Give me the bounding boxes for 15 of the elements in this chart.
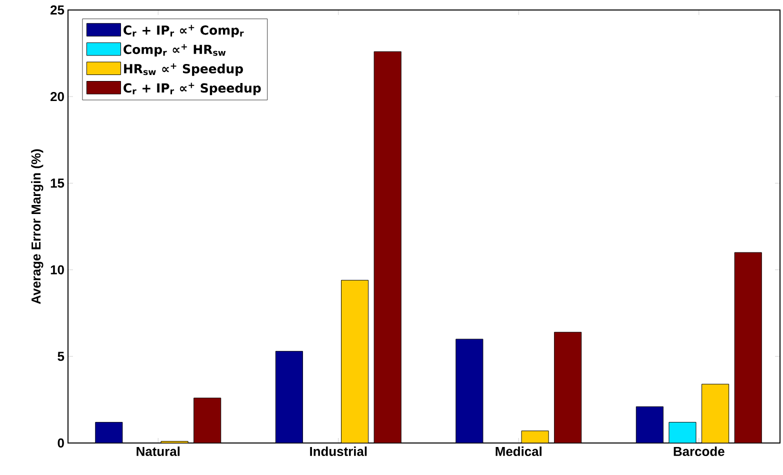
x-tick-label: Barcode — [674, 446, 724, 456]
legend-label: Comp$_{r}$ ∝$^{+}$ HR$_{sw}$ — [124, 44, 226, 57]
x-tick-label: Medical — [496, 446, 542, 456]
y-tick-label: 20 — [50, 92, 64, 102]
legend-label: C$_{r}$ + IP$_{r}$ ∝$^{+}$ Speedup — [124, 82, 261, 96]
legend-label: HR$_{sw}$ ∝$^{+}$ Speedup — [124, 63, 243, 76]
x-tick-label: Natural — [136, 446, 180, 456]
x-tick-label: Industrial — [310, 446, 367, 456]
y-tick-label: 0 — [58, 438, 64, 448]
legend-label: C$_{r}$ + IP$_{r}$ ∝$^{+}$ Comp$_{r}$ — [124, 24, 244, 38]
y-tick-label: 5 — [58, 352, 64, 361]
y-tick-label: 15 — [50, 178, 64, 188]
y-tick-label: 25 — [50, 5, 64, 15]
y-tick-label: 10 — [50, 265, 64, 274]
y-axis-title: Average Error Margin (%) — [31, 149, 44, 304]
